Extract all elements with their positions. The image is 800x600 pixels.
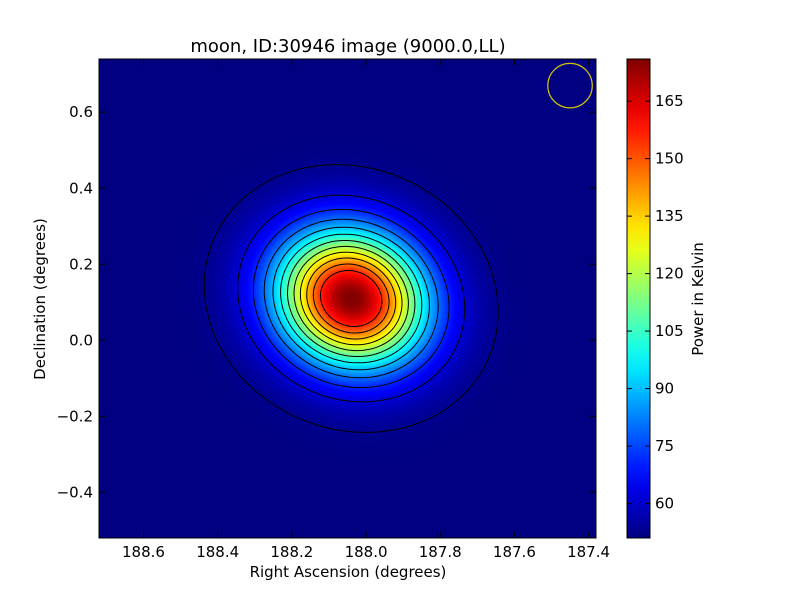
chart-title: moon, ID:30946 image (9000.0,LL) [190, 36, 505, 57]
colorbar-gradient [627, 59, 650, 538]
contour-line [252, 208, 450, 389]
beam-marker [547, 62, 593, 109]
colorbar-tick-label: 135 [655, 207, 684, 225]
y-tick-label: 0.6 [69, 103, 93, 121]
colorbar-tick-label: 120 [655, 265, 684, 283]
x-tick-label: 187.4 [567, 543, 610, 561]
colorbar-tick-label: 60 [655, 495, 674, 513]
colorbar-tick-label: 165 [655, 92, 684, 110]
colorbar-tick-label: 150 [655, 150, 684, 168]
plot-frame [98, 58, 597, 539]
colorbar-frame [626, 58, 651, 539]
y-tick-label: −0.4 [57, 483, 93, 501]
contour-line [312, 263, 390, 334]
y-tick-label: 0.0 [69, 331, 93, 349]
x-tick-label: 188.2 [270, 543, 313, 561]
x-tick-label: 187.8 [419, 543, 462, 561]
contour-line [203, 164, 499, 433]
x-tick-label: 188.6 [122, 543, 165, 561]
x-tick-label: 188.0 [345, 543, 388, 561]
y-tick-label: 0.2 [69, 255, 93, 273]
colorbar-tick-label: 75 [655, 437, 674, 455]
contour-line [299, 251, 403, 346]
contour-line [237, 194, 466, 403]
x-tick-label: 188.4 [196, 543, 239, 561]
heatmap-image [99, 59, 596, 538]
contour-line [293, 245, 409, 352]
contour-line [272, 226, 430, 371]
contour-line [286, 240, 416, 357]
colorbar-ticks: 60 75 90 105 120 135 150 165 [627, 92, 684, 513]
y-tick-label: 0.4 [69, 179, 93, 197]
contour-line [320, 270, 383, 327]
colorbar-tick-label: 90 [655, 380, 674, 398]
x-axis-ticks: 188.6 188.4 188.2 188.0 187.8 187.6 187.4 [122, 59, 610, 561]
y-tick-label: −0.2 [57, 407, 93, 425]
contour-line [306, 257, 397, 340]
contour-lines [203, 164, 499, 433]
colorbar-tick-label: 105 [655, 322, 684, 340]
colorbar: 60 75 90 105 120 135 150 165 Power in Kelvin [626, 58, 707, 539]
y-axis-ticks: −0.4 −0.2 0.0 0.2 0.4 0.6 [57, 103, 596, 501]
x-tick-label: 187.6 [493, 543, 536, 561]
y-axis-label: Declination (degrees) [31, 218, 49, 380]
plot-area [98, 58, 597, 539]
contour-line [280, 233, 423, 364]
x-axis-label: Right Ascension (degrees) [250, 563, 447, 581]
colorbar-label: Power in Kelvin [689, 242, 707, 356]
contour-line [263, 218, 439, 379]
